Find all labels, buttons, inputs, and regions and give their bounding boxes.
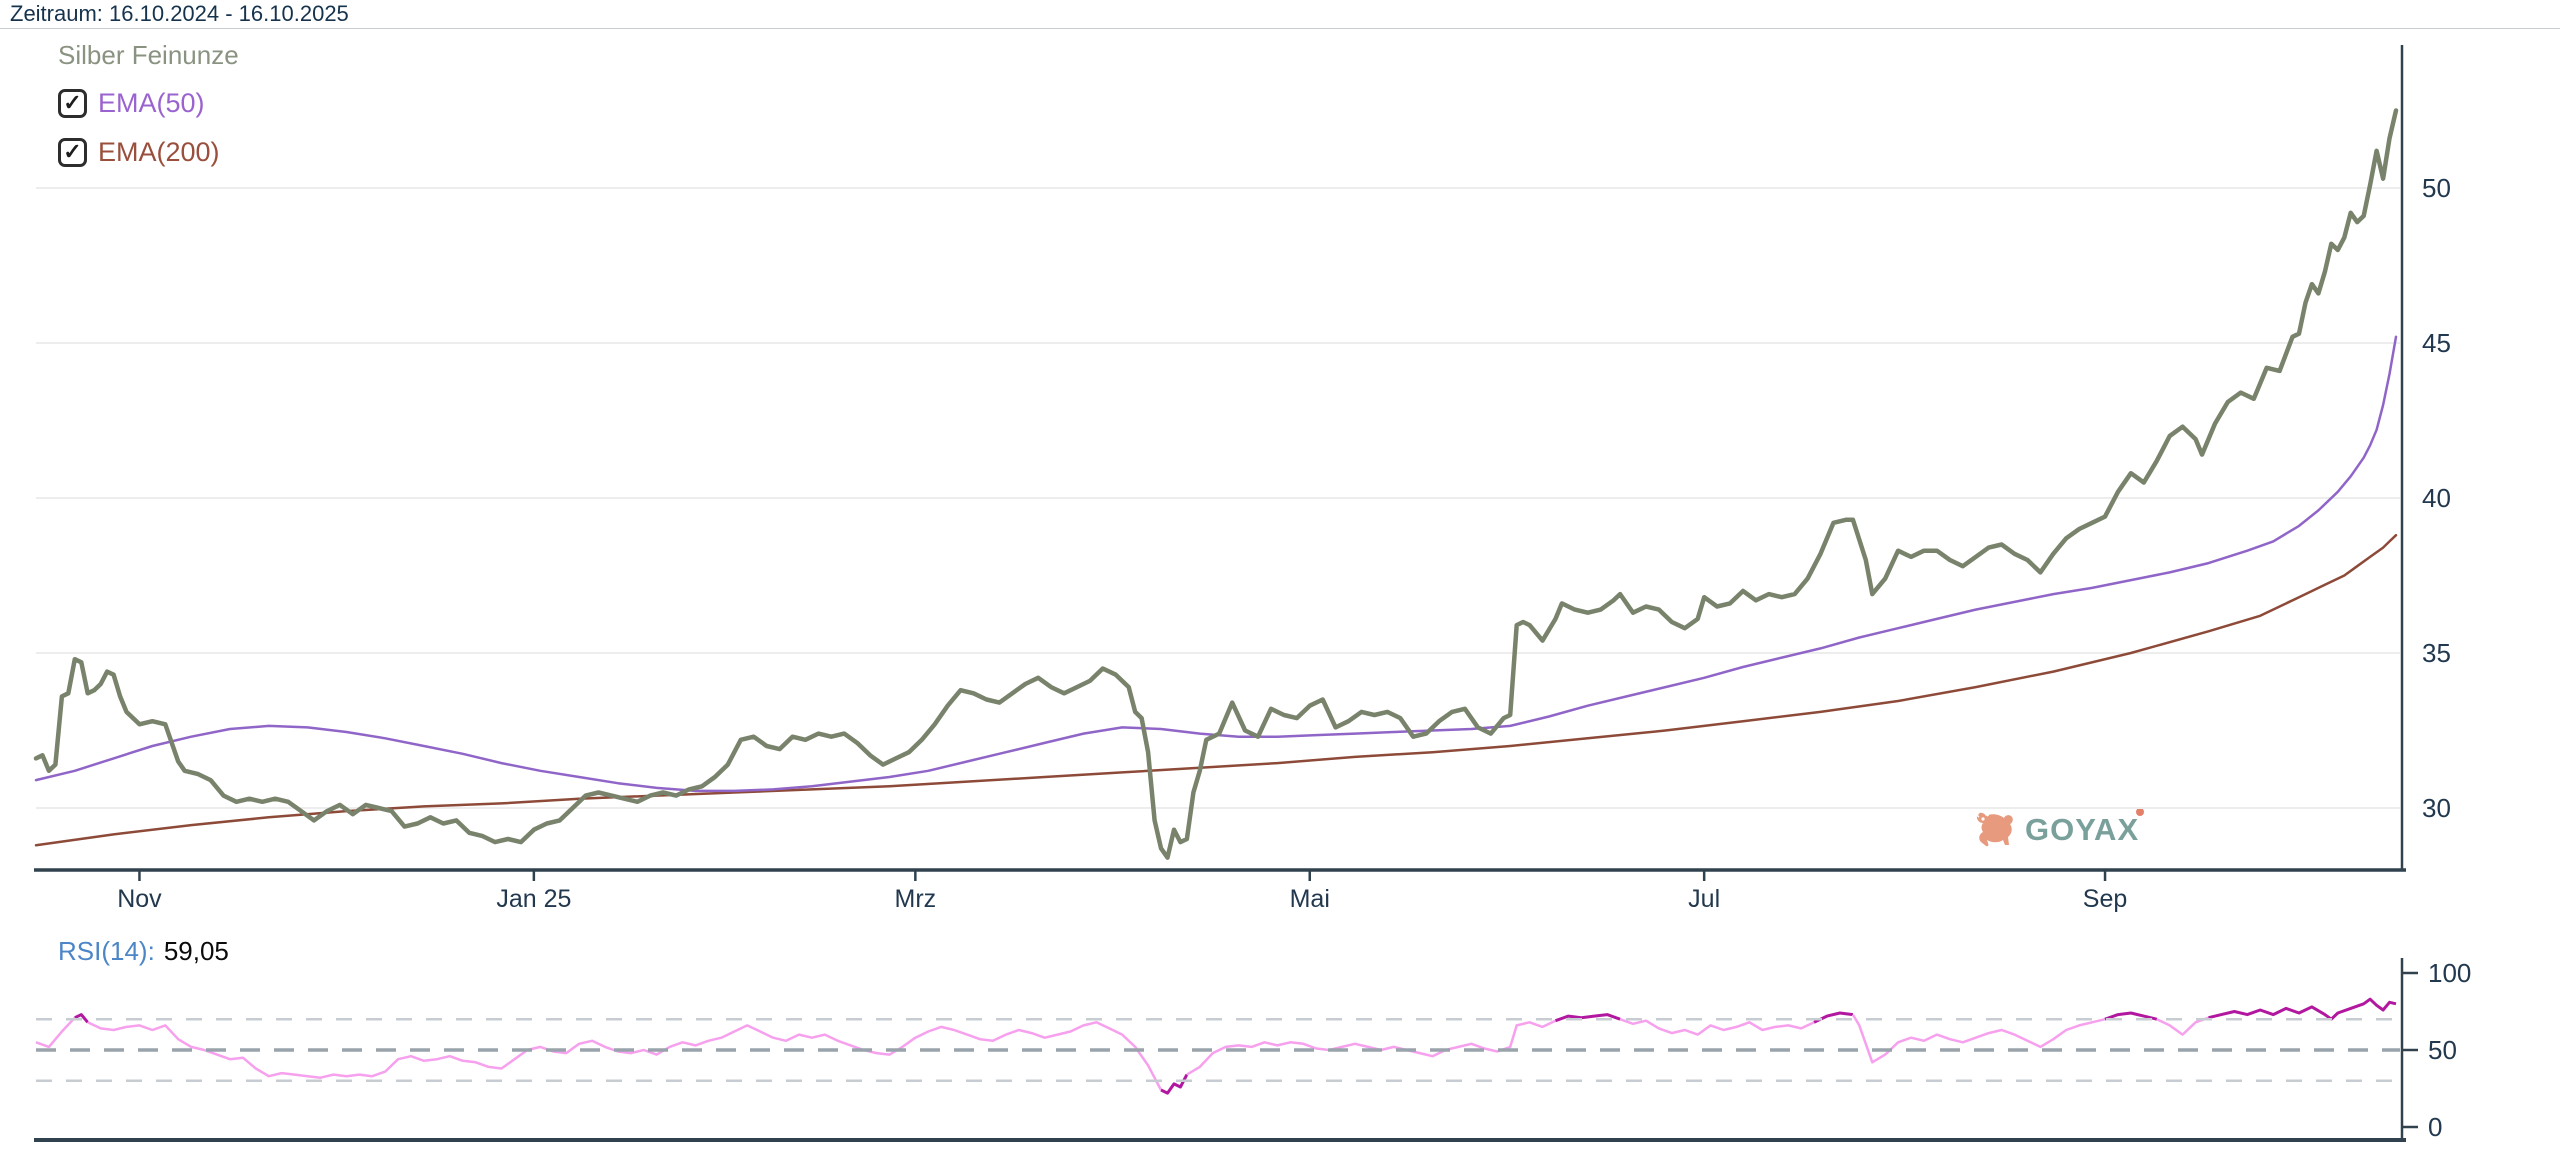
series-rsi-light: [1186, 1019, 1557, 1076]
ema200-checkbox[interactable]: ✓: [58, 137, 87, 167]
period-label: Zeitraum: 16.10.2024 - 16.10.2025: [10, 1, 349, 26]
series-ema-50-: [34, 335, 2398, 793]
legend-item-ema200[interactable]: ✓ EMA(200): [58, 132, 239, 172]
rsi-y-axis-label: 50: [2428, 1035, 2457, 1065]
series-rsi-dark: [1554, 1013, 1621, 1023]
y-axis-label: 45: [2422, 328, 2451, 358]
x-axis-label: Mrz: [895, 885, 937, 913]
rsi-y-axis-label: 100: [2428, 958, 2471, 988]
goyax-text: GOYAX: [2025, 807, 2145, 845]
x-axis-label: Mai: [1290, 885, 1330, 913]
series-rsi-dark: [2208, 997, 2397, 1021]
chart-title: Silber Feinunze: [58, 40, 239, 70]
legend-item-ema50[interactable]: ✓ EMA(50): [58, 83, 239, 123]
goyax-dot: [2136, 807, 2145, 816]
chart-legend: Silber Feinunze ✓ EMA(50) ✓ EMA(200): [58, 40, 239, 181]
ema200-label[interactable]: EMA(200): [98, 136, 220, 167]
series-rsi-light: [1851, 1013, 2106, 1064]
rsi-y-axis-label: 0: [2428, 1112, 2442, 1142]
series-rsi-dark: [1160, 1073, 1189, 1095]
y-axis-label: 50: [2422, 173, 2451, 203]
goyax-logo[interactable]: GOYAX: [1972, 807, 2145, 848]
series-rsi-dark: [74, 1013, 89, 1024]
x-axis-label: Jan 25: [496, 885, 571, 913]
ema50-checkbox[interactable]: ✓: [58, 88, 87, 118]
series-ema-200-: [34, 533, 2398, 847]
series-rsi-dark: [2104, 1011, 2158, 1021]
y-axis-label: 40: [2422, 483, 2451, 513]
series-silber-feinunze: [33, 108, 2399, 860]
series-rsi-light: [35, 1016, 76, 1049]
x-axis-label: Jul: [1688, 885, 1720, 913]
x-axis-label: Nov: [117, 885, 162, 913]
bull-icon: [1976, 811, 2013, 847]
checkmark-icon: ✓: [63, 90, 82, 115]
x-axis-label: Sep: [2083, 885, 2127, 913]
series-rsi-light: [87, 1021, 1163, 1091]
series-rsi-dark: [1813, 1011, 1854, 1024]
rsi-header: RSI(14): 59,05: [58, 936, 229, 967]
series-rsi-light: [1619, 1018, 1815, 1036]
rsi-label: RSI(14):: [58, 936, 155, 966]
checkmark-icon: ✓: [63, 139, 82, 164]
y-axis-label: 35: [2422, 638, 2451, 668]
rsi-value: 59,05: [163, 936, 229, 966]
header-divider: [0, 28, 2560, 29]
series-rsi-light: [2156, 1016, 2209, 1036]
ema50-label[interactable]: EMA(50): [98, 87, 205, 118]
y-axis-label: 30: [2422, 793, 2451, 823]
